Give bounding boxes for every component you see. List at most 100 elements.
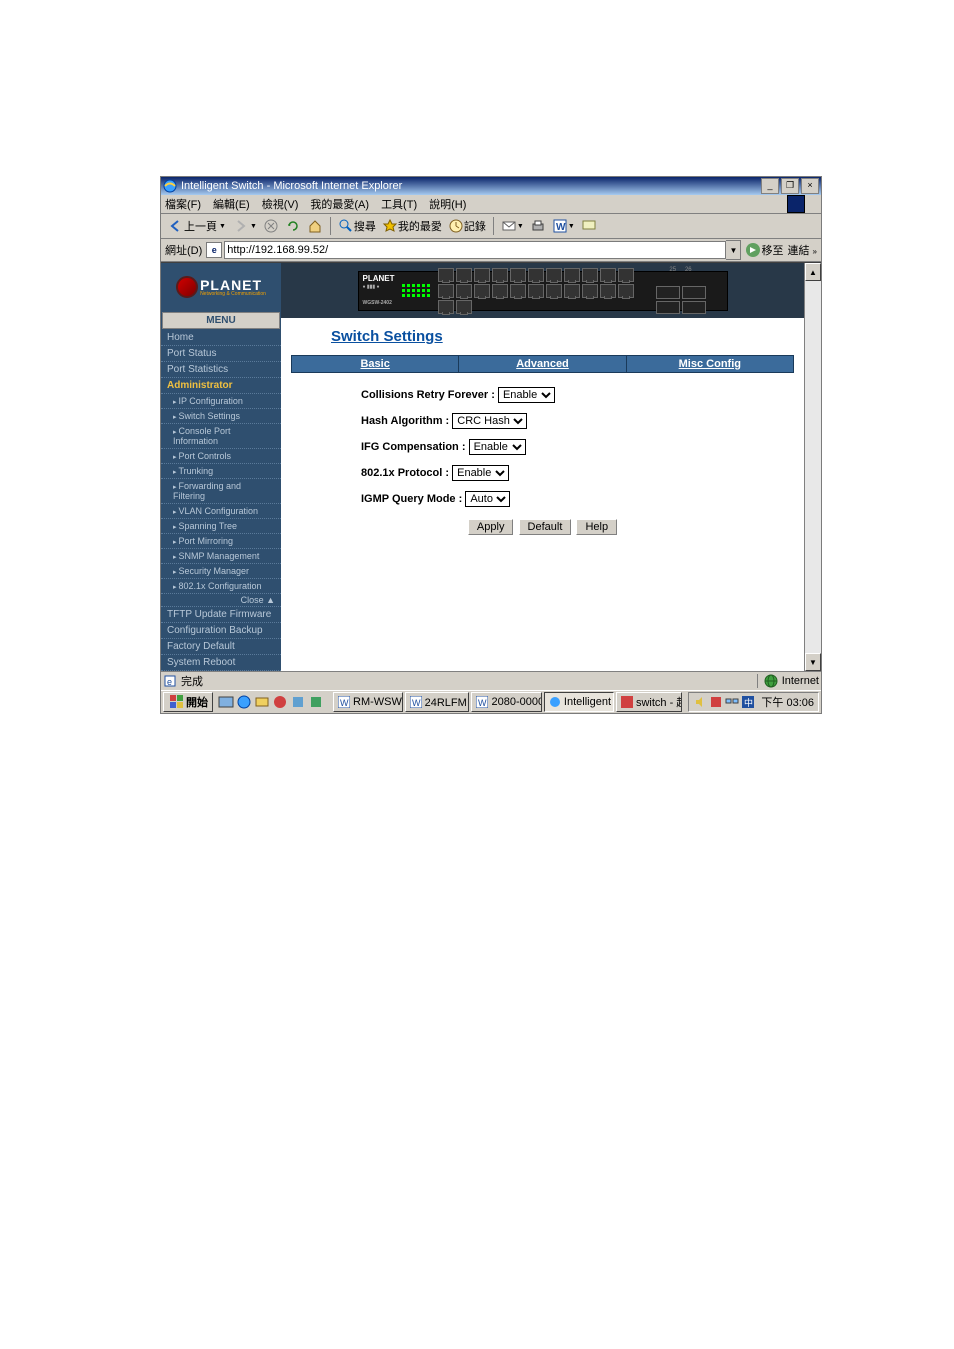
- nav-trunking[interactable]: Trunking: [161, 464, 281, 479]
- ql-outlook-icon[interactable]: [254, 694, 270, 710]
- print-button[interactable]: [530, 218, 546, 234]
- nav-switch-settings[interactable]: Switch Settings: [161, 409, 281, 424]
- hash-select[interactable]: CRC Hash: [452, 413, 527, 429]
- start-button[interactable]: 開始: [163, 692, 213, 712]
- done-icon: e: [163, 674, 177, 688]
- apply-button[interactable]: Apply: [468, 519, 514, 535]
- tray-volume-icon[interactable]: [693, 695, 707, 709]
- nav-port-statistics[interactable]: Port Statistics: [161, 362, 281, 378]
- nav-snmp[interactable]: SNMP Management: [161, 549, 281, 564]
- tab-misc-config[interactable]: Misc Config: [626, 355, 794, 373]
- main-body: Switch Settings Basic Advanced Misc Conf…: [281, 318, 804, 671]
- nav-close[interactable]: Close ▲: [161, 594, 281, 607]
- button-row: Apply Default Help: [291, 519, 794, 535]
- refresh-button[interactable]: [285, 218, 301, 234]
- nav-reboot[interactable]: System Reboot: [161, 655, 281, 671]
- igmp-select[interactable]: Auto: [465, 491, 510, 507]
- dot1x-select[interactable]: Enable: [452, 465, 509, 481]
- menu-tools[interactable]: 工具(T): [381, 196, 417, 212]
- scroll-up-button[interactable]: ▲: [805, 263, 821, 281]
- menu-help[interactable]: 說明(H): [429, 196, 466, 212]
- discuss-icon: [581, 218, 597, 234]
- maximize-button[interactable]: ❐: [781, 178, 799, 194]
- menu-file[interactable]: 檔案(F): [165, 196, 201, 212]
- tray-clock[interactable]: 下午 03:06: [761, 694, 814, 710]
- links-label[interactable]: 連結 »: [787, 242, 817, 258]
- menu-edit[interactable]: 編輯(E): [213, 196, 250, 212]
- left-column: PLANET Networking & Communication MENU H…: [161, 263, 281, 671]
- nav-security[interactable]: Security Manager: [161, 564, 281, 579]
- scroll-down-button[interactable]: ▼: [805, 653, 821, 671]
- tray-network-icon[interactable]: [725, 695, 739, 709]
- go-button[interactable]: 移至: [745, 242, 783, 258]
- nav-tftp[interactable]: TFTP Update Firmware: [161, 607, 281, 623]
- mail-button[interactable]: ▼: [501, 218, 524, 234]
- ql-app2-icon[interactable]: [290, 694, 306, 710]
- print-icon: [530, 218, 546, 234]
- task-item[interactable]: switch - 超級...: [616, 692, 682, 712]
- search-button[interactable]: 搜尋: [338, 218, 376, 234]
- history-button[interactable]: 記錄: [448, 218, 486, 234]
- favorites-button[interactable]: 我的最愛: [382, 218, 442, 234]
- default-button[interactable]: Default: [519, 519, 572, 535]
- refresh-icon: [285, 218, 301, 234]
- system-tray: 中 下午 03:06: [688, 692, 819, 712]
- nav-home[interactable]: Home: [161, 330, 281, 346]
- nav-spanning-tree[interactable]: Spanning Tree: [161, 519, 281, 534]
- task-item[interactable]: W2080-000001-...: [471, 692, 541, 712]
- help-button[interactable]: Help: [576, 519, 617, 535]
- nav-vlan-config[interactable]: VLAN Configuration: [161, 504, 281, 519]
- edit-button[interactable]: W▼: [552, 218, 575, 234]
- back-button[interactable]: 上一頁 ▼: [168, 218, 226, 234]
- scroll-track[interactable]: [805, 281, 821, 653]
- menu-view[interactable]: 檢視(V): [262, 196, 299, 212]
- task-item[interactable]: W24RLFM (唯...: [405, 692, 470, 712]
- tray-app-icon[interactable]: [709, 695, 723, 709]
- title-bar: Intelligent Switch - Microsoft Internet …: [161, 177, 821, 195]
- ql-desktop-icon[interactable]: [218, 694, 234, 710]
- ie-small-icon: [549, 696, 561, 708]
- nav-cfg-backup[interactable]: Configuration Backup: [161, 623, 281, 639]
- nav-ip-config[interactable]: IP Configuration: [161, 394, 281, 409]
- tab-advanced[interactable]: Advanced: [459, 355, 625, 373]
- nav-port-mirroring[interactable]: Port Mirroring: [161, 534, 281, 549]
- row-igmp: IGMP Query Mode : Auto: [361, 491, 794, 507]
- ql-app3-icon[interactable]: [308, 694, 324, 710]
- home-button[interactable]: [307, 218, 323, 234]
- vertical-scrollbar[interactable]: ▲ ▼: [804, 263, 821, 671]
- home-icon: [307, 218, 323, 234]
- ql-ie-icon[interactable]: [236, 694, 252, 710]
- task-item-active[interactable]: Intelligent Swi...: [544, 692, 614, 712]
- nav-factory[interactable]: Factory Default: [161, 639, 281, 655]
- nav-dot1x[interactable]: 802.1x Configuration: [161, 579, 281, 594]
- nav-console-port[interactable]: Console Port Information: [161, 424, 281, 449]
- nav-port-controls[interactable]: Port Controls: [161, 449, 281, 464]
- go-arrow-icon: [745, 242, 761, 258]
- address-input[interactable]: [224, 241, 726, 259]
- address-label: 網址(D): [165, 242, 202, 258]
- task-item[interactable]: WRM-WSW240...: [333, 692, 403, 712]
- toolbar: 上一頁 ▼ ▼ 搜尋 我的最愛 記錄 ▼ W▼: [161, 214, 821, 239]
- address-dropdown[interactable]: ▼: [726, 240, 741, 260]
- browser-window: Intelligent Switch - Microsoft Internet …: [160, 176, 822, 714]
- stop-button[interactable]: [263, 218, 279, 234]
- svg-text:W: W: [478, 698, 487, 708]
- tab-basic[interactable]: Basic: [291, 355, 459, 373]
- menu-favorites[interactable]: 我的最愛(A): [310, 196, 369, 212]
- word-doc-icon: W: [476, 696, 488, 708]
- nav-port-status[interactable]: Port Status: [161, 346, 281, 362]
- nav-administrator[interactable]: Administrator: [161, 378, 281, 394]
- tray-input-icon[interactable]: 中: [741, 695, 755, 709]
- quick-launch: [217, 694, 325, 710]
- discuss-button[interactable]: [581, 218, 597, 234]
- collisions-select[interactable]: Enable: [498, 387, 555, 403]
- ifg-select[interactable]: Enable: [469, 439, 526, 455]
- nav-fwd-filter[interactable]: Forwarding and Filtering: [161, 479, 281, 504]
- minimize-button[interactable]: _: [761, 178, 779, 194]
- favorites-star-icon: [382, 218, 398, 234]
- forward-button[interactable]: ▼: [232, 218, 257, 234]
- ql-app-icon[interactable]: [272, 694, 288, 710]
- close-button[interactable]: ×: [801, 178, 819, 194]
- port-block: [437, 267, 647, 315]
- svg-text:中: 中: [744, 697, 753, 708]
